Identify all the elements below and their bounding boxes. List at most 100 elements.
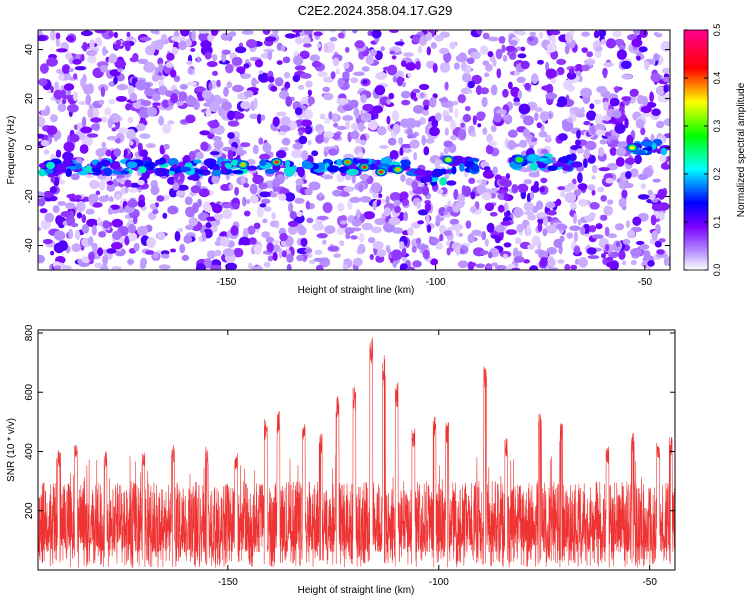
heatmap-cell bbox=[345, 46, 350, 53]
heatmap-cell bbox=[124, 41, 131, 52]
heatmap-cell bbox=[162, 194, 170, 201]
heatmap-cell bbox=[270, 85, 278, 92]
heatmap-cell bbox=[111, 242, 123, 250]
heatmap-cell bbox=[529, 190, 535, 201]
heatmap-cell bbox=[494, 265, 507, 270]
heatmap-cell bbox=[516, 76, 526, 84]
heatmap-cell bbox=[529, 31, 537, 36]
heatmap-cell bbox=[106, 248, 117, 254]
heatmap-cell bbox=[281, 137, 291, 146]
heatmap-cell bbox=[483, 166, 491, 172]
heatmap-cell bbox=[355, 138, 362, 144]
heatmap-cell bbox=[137, 142, 143, 153]
heatmap-cell bbox=[435, 242, 443, 250]
heatmap-cell bbox=[485, 264, 493, 269]
heatmap-cell bbox=[636, 240, 645, 246]
heatmap-cell bbox=[154, 39, 164, 51]
heatmap-cell bbox=[486, 133, 493, 143]
heatmap-cell bbox=[209, 264, 222, 270]
heatmap-cell bbox=[88, 193, 99, 203]
heatmap-cell bbox=[607, 199, 614, 205]
heatmap-cell bbox=[329, 30, 336, 33]
heatmap-cell bbox=[42, 238, 53, 245]
heatmap-cell bbox=[621, 189, 628, 199]
heatmap-cell bbox=[111, 127, 117, 132]
heatmap-cell bbox=[261, 231, 271, 239]
heatmap-cell bbox=[254, 265, 263, 270]
heatmap-cell bbox=[545, 201, 556, 209]
heatmap-cell bbox=[422, 249, 430, 260]
heatmap-ridge-cell bbox=[246, 165, 258, 171]
heatmap-cell bbox=[137, 200, 146, 208]
heatmap-cell bbox=[156, 195, 165, 202]
heatmap-cell bbox=[401, 81, 407, 88]
heatmap-cell bbox=[192, 202, 199, 214]
heatmap-cell bbox=[332, 189, 342, 197]
snr-ytick-label: 600 bbox=[24, 383, 35, 400]
heatmap-cell bbox=[191, 30, 196, 42]
heatmap-cell bbox=[386, 98, 391, 105]
heatmap-cell bbox=[401, 247, 407, 258]
heatmap-cell bbox=[578, 199, 588, 207]
heatmap-cell bbox=[505, 229, 517, 236]
heatmap-cell bbox=[531, 235, 541, 247]
heatmap-cell bbox=[407, 227, 414, 236]
heatmap-cell bbox=[448, 106, 454, 113]
heatmap-cell bbox=[598, 30, 607, 38]
heatmap-cell bbox=[526, 192, 531, 204]
heatmap-cell bbox=[46, 57, 58, 67]
heatmap-cell bbox=[564, 44, 570, 55]
heatmap-cell bbox=[586, 51, 593, 58]
heatmap-cell bbox=[140, 149, 148, 158]
heatmap-cell bbox=[240, 175, 246, 185]
heatmap-cell bbox=[407, 72, 412, 78]
heatmap-cell bbox=[425, 124, 430, 135]
heatmap-cell bbox=[652, 178, 661, 183]
heatmap-ridge-cell bbox=[414, 169, 427, 176]
heatmap-cell bbox=[615, 157, 625, 167]
heatmap-cell bbox=[124, 235, 130, 246]
heatmap-cell bbox=[615, 147, 627, 157]
heatmap-cell bbox=[147, 62, 153, 68]
heatmap-cell bbox=[354, 108, 360, 119]
heatmap-ridge-cell bbox=[422, 175, 433, 183]
heatmap-cell bbox=[272, 244, 281, 253]
heatmap-cell bbox=[651, 108, 661, 116]
heatmap-cell bbox=[625, 171, 632, 179]
heatmap-cell bbox=[344, 227, 355, 235]
heatmap-cell bbox=[322, 202, 333, 214]
heatmap-cell bbox=[81, 135, 93, 147]
heatmap-cell bbox=[405, 266, 416, 270]
heatmap-cell bbox=[584, 140, 597, 151]
heatmap-cell bbox=[495, 48, 503, 60]
heatmap-cell bbox=[285, 96, 293, 107]
heatmap-cell bbox=[575, 70, 582, 77]
heatmap-cell bbox=[259, 191, 271, 198]
heatmap-cell bbox=[291, 30, 303, 33]
heatmap-cell bbox=[386, 115, 391, 125]
heatmap-cell bbox=[573, 213, 577, 224]
heatmap-cell bbox=[276, 111, 287, 117]
heatmap-cell bbox=[206, 61, 218, 68]
heatmap-cell bbox=[133, 242, 140, 252]
heatmap-cell bbox=[113, 76, 118, 85]
heatmap-cell bbox=[235, 46, 247, 54]
heatmap-cell bbox=[663, 118, 670, 127]
heatmap-cell bbox=[400, 174, 406, 182]
heatmap-cell bbox=[417, 220, 424, 225]
heatmap-ridge-cell bbox=[356, 158, 369, 164]
heatmap-cell bbox=[376, 249, 387, 258]
heatmap-cell bbox=[286, 253, 294, 263]
heatmap-ylabel: Frequency (Hz) bbox=[6, 116, 17, 185]
heatmap-cell bbox=[382, 66, 393, 71]
heatmap-cell bbox=[311, 60, 322, 68]
heatmap-cell bbox=[600, 39, 607, 45]
heatmap-cell bbox=[267, 255, 274, 262]
heatmap-cell bbox=[374, 218, 386, 226]
heatmap-cell bbox=[209, 151, 220, 156]
heatmap-cell bbox=[178, 91, 188, 102]
heatmap-cell bbox=[339, 240, 345, 246]
heatmap-cell bbox=[596, 86, 608, 94]
heatmap-cell bbox=[343, 62, 350, 69]
